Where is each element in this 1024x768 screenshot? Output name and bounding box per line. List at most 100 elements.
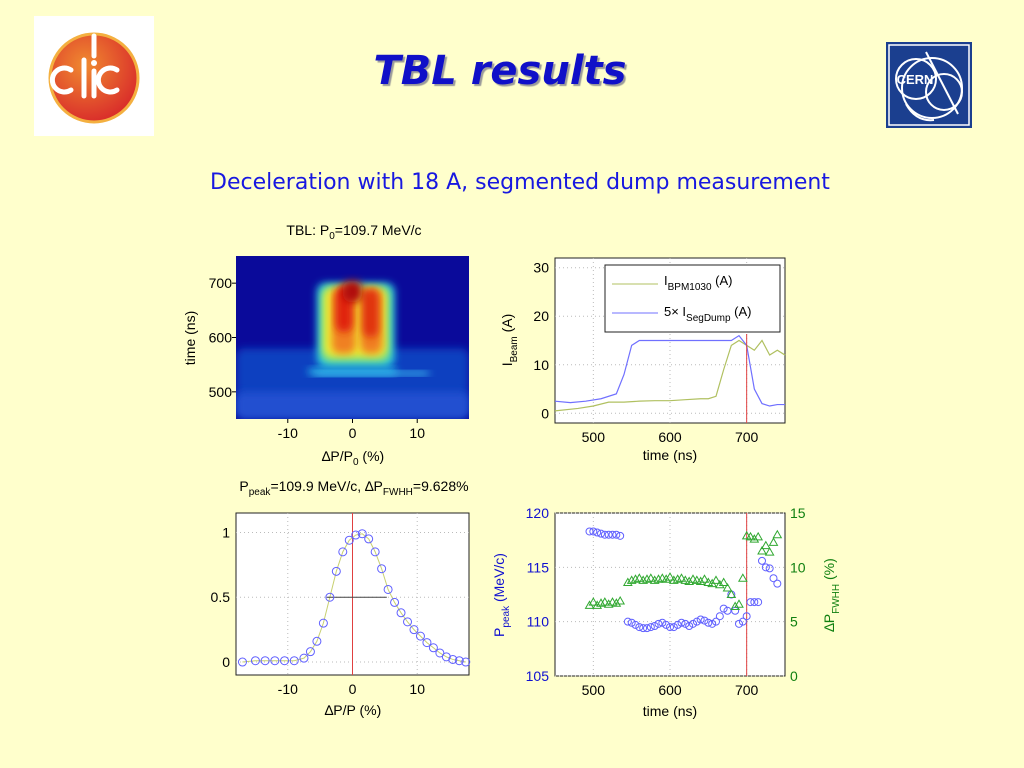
heatmap-blob: [342, 280, 363, 303]
dp-fwhh-point: [622, 577, 633, 587]
profile-point: [250, 656, 260, 666]
heatmap-x-tick-label: 10: [409, 425, 425, 441]
heatmap-blob: [236, 391, 469, 419]
ppeak-point: [658, 618, 667, 627]
ppeak-point: [689, 619, 697, 628]
profile-point: [331, 566, 341, 576]
legend-box: [604, 264, 781, 333]
profile-point: [237, 657, 247, 667]
dp-fwhh-point: [676, 573, 687, 582]
profile-point: [377, 564, 387, 574]
ppeak-y-tick-label-right: 10: [790, 559, 806, 575]
profile-point: [364, 534, 374, 544]
dp-fwhh-point: [649, 575, 660, 584]
profile-point: [357, 529, 367, 539]
dp-fwhh-point: [757, 546, 767, 555]
dp-fwhh-point: [638, 575, 649, 584]
profile-point: [403, 617, 413, 627]
heatmap-y-tick-label: 500: [209, 384, 233, 400]
ppeak-point: [597, 529, 605, 538]
profile-point: [270, 656, 280, 666]
heatmap-y-label: time (ns): [182, 311, 198, 365]
profile-point: [325, 592, 335, 602]
ppeak-point: [600, 530, 609, 539]
heatmap-ticks: -10 0 10 500 600 700: [209, 275, 426, 441]
current-x-label: time (ns): [643, 447, 697, 463]
heatmap-y-tick-label: 600: [209, 330, 233, 346]
current-x-tick-label: 600: [658, 429, 682, 445]
profile-point: [415, 631, 425, 641]
profile-point: [396, 608, 406, 618]
ppeak-y-tick-label-right: 0: [790, 668, 798, 684]
profile-point: [428, 643, 438, 653]
ppeak-point: [765, 564, 774, 573]
dp-fwhh-point: [599, 597, 610, 606]
dp-fwhh-point: [714, 579, 725, 589]
dp-fwhh-point: [734, 599, 744, 608]
ppeak-point: [704, 618, 713, 627]
ppeak-point: [742, 612, 751, 621]
cern-logo-text: CERN: [897, 72, 934, 87]
ppeak-point: [746, 598, 755, 607]
dp-fwhh-point: [749, 534, 760, 543]
profile-point: [318, 618, 328, 628]
dp-fwhh-point: [672, 574, 683, 583]
dp-fwhh-point: [668, 575, 679, 584]
ppeak-point: [719, 604, 728, 613]
clic-logo: CLIC: [34, 16, 154, 136]
ppeak-point: [773, 579, 782, 588]
profile-y-tick-label: 1: [222, 524, 230, 540]
dp-fwhh-point: [645, 573, 656, 582]
heatmap-title: TBL: P0=109.7 MeV/c: [286, 222, 421, 242]
heatmap-blob: [313, 371, 431, 376]
heatmap-x-label: ∆P/P0 (%): [322, 448, 384, 468]
current-y-tick-label: 30: [533, 260, 549, 276]
ppeak-point: [708, 619, 717, 628]
profile-point: [280, 656, 290, 666]
dp-fwhh-point: [588, 597, 599, 606]
current-series-line: [554, 339, 786, 412]
profile-point: [289, 656, 299, 666]
profile-marks: [237, 513, 471, 675]
profile-point: [260, 656, 270, 666]
ppeak-point: [754, 598, 763, 607]
ppeak-point: [712, 617, 720, 626]
dp-fwhh-point: [764, 547, 775, 556]
heatmap-x-tick-label: -10: [278, 425, 298, 441]
ppeak-y-tick-label-left: 115: [527, 559, 550, 575]
profile-panel: -10 0 10 0 0.5 1 Ppeak=109.9 MeV/c, ∆PFWHH=9.…: [211, 478, 471, 718]
ppeak-y-tick-label-left: 105: [526, 668, 550, 684]
profile-point: [390, 597, 400, 607]
profile-point: [338, 547, 348, 557]
current-lines: [554, 334, 786, 423]
ppeak-point: [654, 619, 663, 628]
current-panel: 500 600 700 0 10 20 30 IBPM1030 (A) 5× ISegDum…: [499, 257, 786, 463]
profile-point: [299, 653, 309, 663]
heatmap-x-tick-label: 0: [349, 425, 357, 441]
ppeak-point: [758, 556, 766, 565]
ppeak-point: [639, 624, 648, 633]
ppeak-point: [616, 531, 625, 540]
dp-fwhh-point: [718, 577, 729, 587]
ppeak-point: [612, 530, 621, 539]
profile-y-tick-label: 0: [222, 654, 230, 670]
profile-point: [448, 654, 458, 664]
dp-fwhh-point: [753, 531, 764, 541]
dp-fwhh-point: [626, 575, 637, 584]
profile-point: [422, 638, 432, 648]
ppeak-point: [723, 606, 732, 615]
ppeak-x-tick-label: 600: [658, 682, 682, 698]
dp-fwhh-point: [653, 574, 664, 583]
ppeak-point: [666, 623, 674, 632]
profile-x-tick-label: -10: [278, 681, 298, 697]
slide-subtitle: Deceleration with 18 A, segmented dump m…: [210, 170, 830, 195]
profile-point: [383, 584, 393, 594]
slide-title: TBL results: [373, 48, 627, 94]
ppeak-point: [669, 623, 678, 632]
ppeak-point: [700, 616, 709, 625]
ppeak-point: [673, 620, 682, 629]
ppeak-point: [643, 624, 651, 633]
profile-point: [435, 648, 445, 658]
clic-logo-text: CLIC: [93, 131, 96, 133]
current-legend: IBPM1030 (A) 5× ISegDump (A): [604, 264, 781, 333]
